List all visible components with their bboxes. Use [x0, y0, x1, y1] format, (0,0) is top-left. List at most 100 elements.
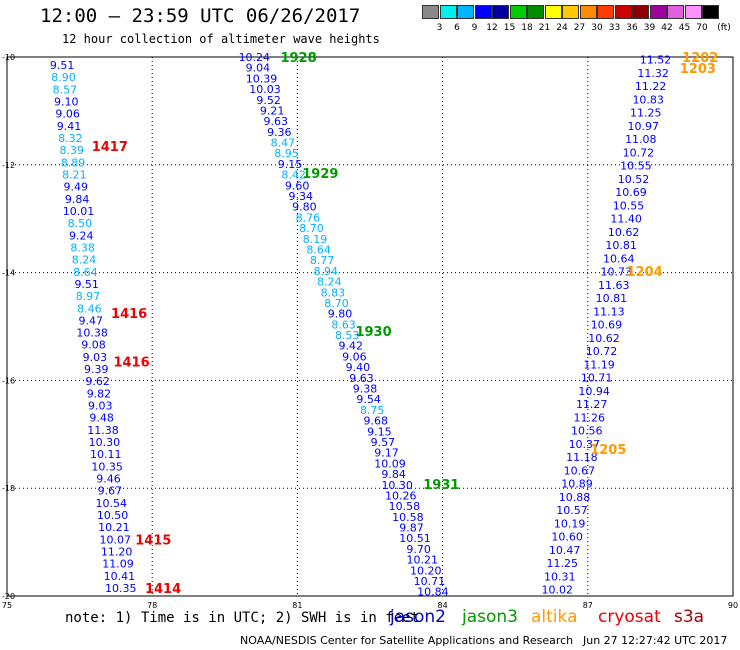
wave-height-value: 10.58	[389, 500, 421, 513]
wave-height-value: 9.84	[65, 193, 90, 206]
wave-height-value: 8.38	[70, 241, 95, 254]
colorbar-tick-label: 12	[486, 23, 498, 33]
wave-height-value: 10.21	[406, 554, 438, 567]
wave-height-value: 9.48	[89, 412, 114, 425]
wave-height-value: 9.08	[81, 339, 106, 352]
wave-height-value: 10.83	[632, 93, 664, 106]
x-tick-label: 90	[728, 601, 738, 610]
wave-height-value: 10.26	[385, 489, 417, 502]
wave-height-value: 9.04	[246, 62, 271, 75]
wave-height-value: 9.63	[349, 372, 374, 385]
wave-height-value: 8.90	[51, 71, 76, 84]
wave-height-value: 8.63	[331, 318, 356, 331]
wave-height-value: 10.54	[95, 497, 127, 510]
wave-height-value: 11.27	[576, 398, 608, 411]
wave-height-value: 8.46	[77, 302, 102, 315]
wave-height-value: 8.64	[73, 266, 98, 279]
wave-height-value: 11.20	[101, 545, 133, 558]
colorbar-tick-label: 27	[573, 23, 586, 33]
wave-height-value: 10.57	[556, 504, 588, 517]
colorbar-swatch	[614, 5, 632, 19]
x-tick-label: 87	[583, 601, 593, 610]
wave-height-value: 8.83	[321, 286, 346, 299]
plot-frame	[6, 56, 734, 597]
wave-height-value: 10.69	[591, 319, 623, 332]
wave-height-value: 8.24	[317, 276, 342, 289]
wave-height-value: 9.51	[74, 278, 99, 291]
y-tick-label: -12	[2, 161, 15, 170]
y-tick-label: -18	[2, 484, 15, 493]
wave-height-value: 11.18	[566, 451, 598, 464]
wave-height-value: 10.73	[601, 266, 633, 279]
wave-height-value: 10.41	[104, 570, 136, 583]
wave-height-value: 11.40	[610, 213, 642, 226]
wave-height-value: 10.02	[542, 584, 574, 597]
wave-height-value: 8.21	[62, 169, 87, 182]
wave-height-value: 10.51	[399, 532, 431, 545]
wave-height-value: 11.13	[593, 305, 625, 318]
wave-height-value: 11.25	[630, 107, 662, 120]
x-tick-label: 84	[438, 601, 448, 610]
wave-height-value: 11.09	[102, 558, 134, 571]
wave-height-value: 10.81	[596, 292, 628, 305]
wave-height-value: 10.62	[588, 332, 620, 345]
wave-height-value: 11.63	[598, 279, 630, 292]
wave-height-value: 10.67	[564, 464, 596, 477]
footer-note: note: 1) Time is in UTC; 2) SWH is in fe…	[65, 610, 420, 626]
wave-height-value: 10.30	[89, 436, 121, 449]
colorbar-tick-label: 39	[643, 23, 656, 33]
wave-height-value: 8.89	[61, 156, 86, 169]
x-tick-label: 75	[2, 601, 12, 610]
wave-height-value: 10.55	[613, 199, 645, 212]
legend-jason3: jason3	[462, 607, 518, 627]
wave-height-value: 9.15	[367, 425, 392, 438]
wave-height-value: 10.11	[90, 448, 122, 461]
colorbar-tick-label: 15	[503, 23, 516, 33]
wave-height-value: 9.06	[342, 350, 367, 363]
wave-height-value: 10.39	[246, 72, 278, 85]
credit-line: NOAA/NESDIS Center for Satellite Applica…	[240, 634, 574, 647]
wave-height-value: 10.03	[249, 83, 281, 96]
pass-time-label: 1929	[302, 167, 338, 182]
wave-height-value: 11.52	[640, 54, 672, 67]
wave-height-value: 9.87	[399, 522, 424, 535]
pass-time-label: 1417	[92, 140, 128, 155]
wave-height-value: 10.84	[417, 586, 449, 599]
wave-height-value: 10.19	[554, 517, 586, 530]
colorbar-swatch	[474, 5, 492, 19]
wave-height-value: 10.31	[544, 570, 576, 583]
colorbar-tick-label: 42	[661, 23, 673, 33]
wave-height-value: 8.94	[314, 265, 339, 278]
wave-height-value: 10.72	[623, 146, 655, 159]
wave-height-value: 10.60	[551, 531, 583, 544]
wave-height-value: 9.57	[371, 436, 396, 449]
wave-height-value: 10.71	[414, 575, 446, 588]
altimeter-plot: 75 78 81 84 87 90-10-12-14-16-18-209.518.908.…	[2, 51, 738, 610]
wave-height-value: 10.07	[100, 533, 132, 546]
wave-height-value: 10.30	[381, 479, 413, 492]
wave-height-value: 8.47	[271, 137, 296, 150]
wave-height-value: 9.49	[64, 181, 89, 194]
wave-height-value: 10.94	[578, 385, 610, 398]
wave-height-value: 9.42	[339, 340, 364, 353]
colorbar-swatch	[632, 5, 649, 19]
colorbar-tick-label: 45	[678, 23, 691, 33]
wave-height-value: 8.32	[58, 132, 83, 145]
wave-height-value: 11.08	[625, 133, 657, 146]
legend-altika: altika	[531, 607, 578, 627]
colorbar-swatch	[562, 5, 579, 19]
generation-timestamp: Jun 27 12:27:42 UTC 2017	[583, 634, 728, 647]
wave-height-value: 10.35	[91, 460, 123, 473]
wave-height-value: 9.51	[50, 59, 75, 72]
colorbar-swatch	[579, 5, 597, 19]
pass-time-label: 1416	[111, 307, 147, 322]
wave-height-value: 9.84	[381, 468, 406, 481]
wave-height-value: 10.71	[581, 372, 613, 385]
pass-time-label: 1415	[135, 533, 171, 548]
colorbar-swatch	[684, 5, 702, 19]
colorbar-swatch	[457, 5, 474, 19]
wave-height-value: 9.15	[278, 158, 303, 171]
x-tick-label: 81	[292, 601, 302, 610]
wave-height-value: 9.52	[256, 94, 281, 107]
wave-height-value: 10.38	[76, 327, 108, 340]
